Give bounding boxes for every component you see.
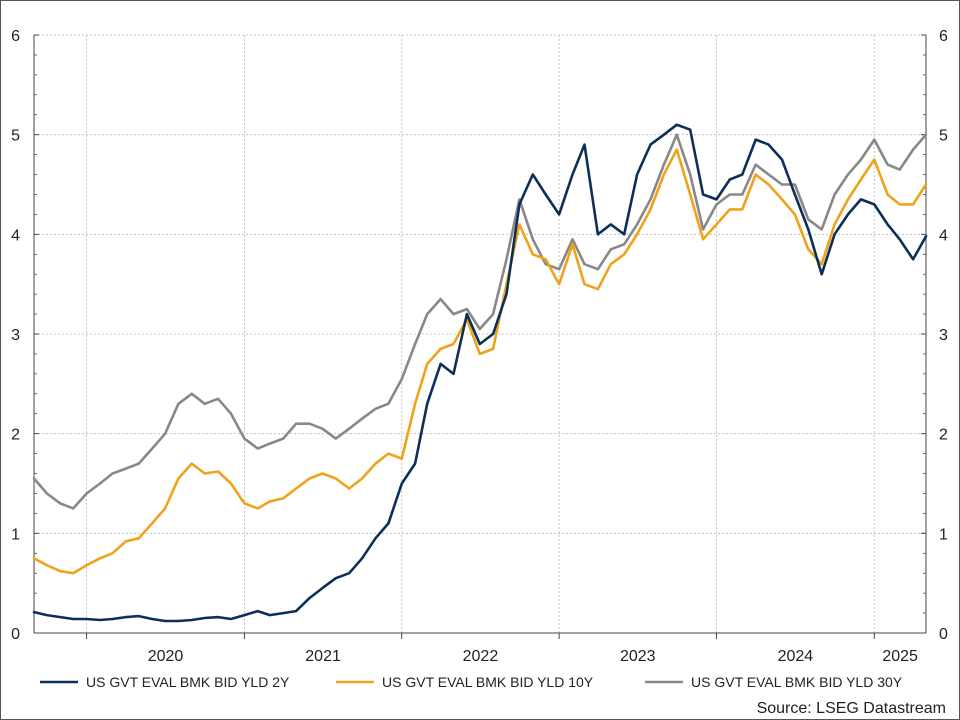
y-tick-label-right: 6 (939, 28, 948, 45)
y-tick-label-right: 1 (939, 526, 948, 543)
x-tick-label: 2021 (305, 648, 341, 665)
series-line-2y (32, 123, 928, 623)
y-tick-label-right: 5 (939, 128, 948, 145)
series-layer (32, 123, 928, 623)
y-tick-label-right: 3 (939, 327, 948, 344)
legend-item-2y: US GVT EVAL BMK BID YLD 2Y (40, 674, 290, 690)
legend-label-30y: US GVT EVAL BMK BID YLD 30Y (691, 674, 903, 690)
x-tick-label: 2022 (463, 648, 499, 665)
series-line-30y (32, 133, 928, 510)
y-tick-label-left: 6 (11, 28, 20, 45)
y-tick-label-left: 1 (11, 526, 20, 543)
legend: US GVT EVAL BMK BID YLD 2Y US GVT EVAL B… (40, 674, 903, 690)
series-line-10y (32, 148, 928, 575)
grid-layer (34, 34, 926, 633)
label-layer: 0 0 1 1 2 2 3 3 4 4 5 5 6 6 2020 2021 2022 2023 2024 2025 (11, 28, 948, 665)
y-tick-label-left: 4 (11, 227, 20, 244)
legend-label-10y: US GVT EVAL BMK BID YLD 10Y (382, 674, 594, 690)
x-tick-label: 2025 (882, 648, 918, 665)
legend-item-10y: US GVT EVAL BMK BID YLD 10Y (336, 674, 594, 690)
y-tick-label-left: 2 (11, 427, 20, 444)
x-tick-label: 2020 (148, 648, 184, 665)
legend-item-30y: US GVT EVAL BMK BID YLD 30Y (645, 674, 903, 690)
legend-label-2y: US GVT EVAL BMK BID YLD 2Y (86, 674, 290, 690)
y-tick-label-left: 3 (11, 327, 20, 344)
y-tick-label-left: 0 (11, 626, 20, 643)
x-tick-label: 2023 (620, 648, 656, 665)
y-tick-label-right: 0 (939, 626, 948, 643)
y-tick-label-left: 5 (11, 128, 20, 145)
x-tick-label: 2024 (778, 648, 814, 665)
y-tick-label-right: 4 (939, 227, 948, 244)
source-note: Source: LSEG Datastream (757, 700, 946, 717)
y-tick-label-right: 2 (939, 427, 948, 444)
